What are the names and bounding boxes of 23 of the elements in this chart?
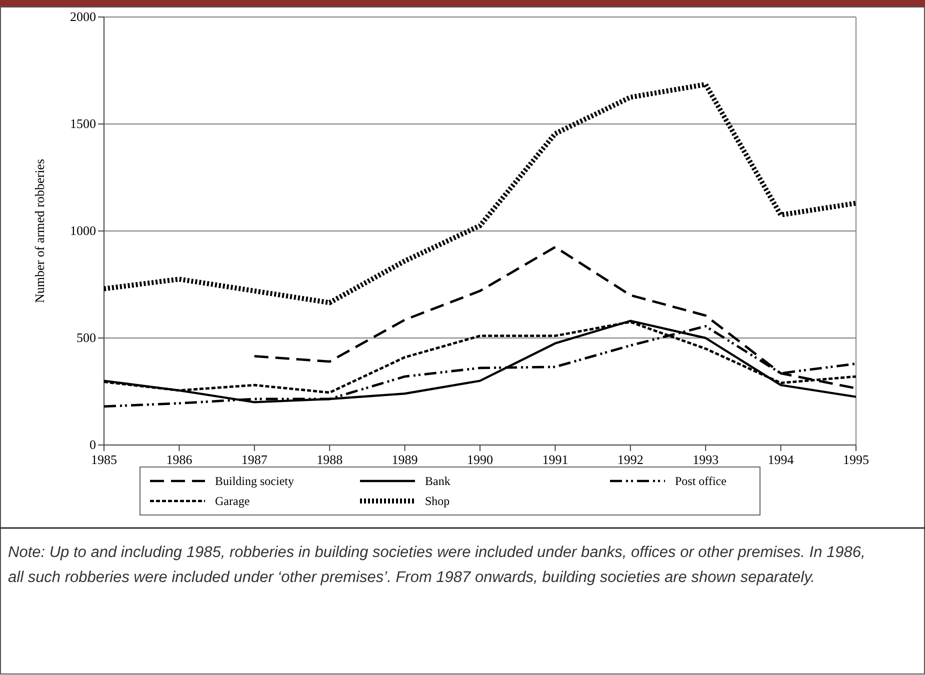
y-axis-title: Number of armed robberies bbox=[32, 158, 47, 304]
x-tick-label: 1990 bbox=[467, 452, 493, 467]
y-tick-label: 0 bbox=[90, 437, 96, 452]
x-tick-label: 1988 bbox=[316, 452, 343, 467]
legend-label: Shop bbox=[425, 494, 450, 508]
y-tick-label: 1500 bbox=[70, 116, 96, 131]
y-tick-label: 1000 bbox=[70, 223, 96, 238]
legend-label: Post office bbox=[675, 474, 726, 488]
x-tick-label: 1985 bbox=[91, 452, 117, 467]
x-tick-label: 1987 bbox=[241, 452, 268, 467]
x-tick-label: 1989 bbox=[392, 452, 418, 467]
legend-label: Garage bbox=[215, 494, 250, 508]
legend-label: Building society bbox=[215, 474, 294, 488]
y-tick-label: 2000 bbox=[70, 9, 96, 24]
x-tick-label: 1993 bbox=[692, 452, 719, 467]
x-tick-label: 1992 bbox=[617, 452, 644, 467]
legend-label: Bank bbox=[425, 474, 450, 488]
y-tick-label: 500 bbox=[76, 330, 96, 345]
x-tick-label: 1991 bbox=[542, 452, 568, 467]
text: Note: Up to and including 1985, robberies in building societies were included under banks, offices or other premises. In 1986, all such robberies were included under ‘other premises’. From 1987 onwards, building societies are shown separately. bbox=[8, 543, 866, 588]
x-tick-label: 1986 bbox=[166, 452, 193, 467]
x-tick-label: 1995 bbox=[843, 452, 869, 467]
x-tick-label: 1994 bbox=[768, 452, 794, 467]
